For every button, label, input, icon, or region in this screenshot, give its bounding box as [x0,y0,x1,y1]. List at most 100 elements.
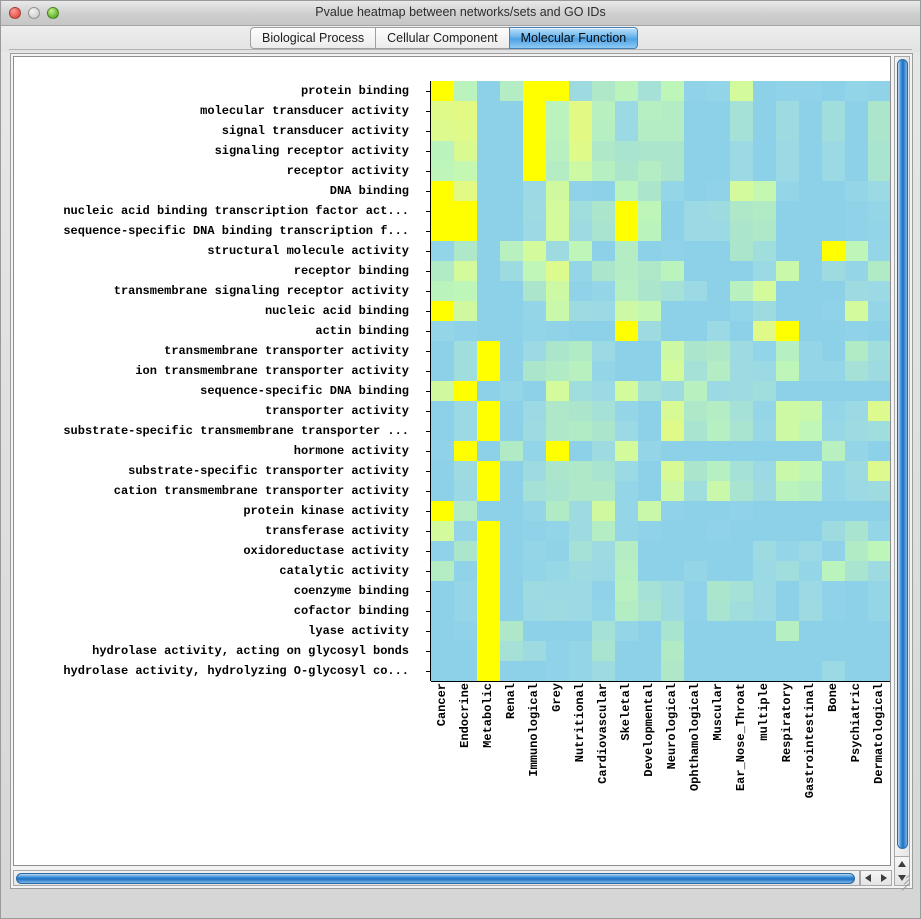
heatmap-cell[interactable] [684,261,707,281]
heatmap-cell[interactable] [868,141,890,161]
heatmap-cell[interactable] [684,401,707,421]
heatmap-cell[interactable] [569,521,592,541]
heatmap-cell[interactable] [569,581,592,601]
heatmap-cell[interactable] [592,421,615,441]
heatmap-cell[interactable] [753,201,776,221]
heatmap-cell[interactable] [707,81,730,101]
heatmap-cell[interactable] [845,501,868,521]
heatmap-cell[interactable] [500,141,523,161]
heatmap-cell[interactable] [753,341,776,361]
heatmap-cell[interactable] [707,121,730,141]
heatmap-cell[interactable] [569,401,592,421]
heatmap-cell[interactable] [638,661,661,681]
heatmap-cell[interactable] [707,161,730,181]
heatmap-cell[interactable] [569,281,592,301]
heatmap-cell[interactable] [753,441,776,461]
heatmap-cell[interactable] [845,301,868,321]
heatmap-cell[interactable] [592,201,615,221]
heatmap-cell[interactable] [546,161,569,181]
heatmap-cell[interactable] [500,401,523,421]
heatmap-cell[interactable] [500,641,523,661]
heatmap-cell[interactable] [868,361,890,381]
heatmap-cell[interactable] [730,661,753,681]
heatmap-cell[interactable] [454,141,477,161]
heatmap-cell[interactable] [661,261,684,281]
heatmap-cell[interactable] [546,201,569,221]
heatmap-cell[interactable] [500,121,523,141]
heatmap-cell[interactable] [845,181,868,201]
heatmap-cell[interactable] [431,301,454,321]
heatmap-cell[interactable] [615,281,638,301]
heatmap-cell[interactable] [569,381,592,401]
heatmap-cell[interactable] [730,561,753,581]
heatmap-cell[interactable] [477,621,500,641]
heatmap-cell[interactable] [477,321,500,341]
heatmap-cell[interactable] [477,561,500,581]
heatmap-cell[interactable] [431,481,454,501]
heatmap-cell[interactable] [638,481,661,501]
heatmap-cell[interactable] [845,281,868,301]
heatmap-cell[interactable] [730,81,753,101]
window-resize-grip[interactable] [896,872,911,891]
heatmap-cell[interactable] [684,461,707,481]
heatmap-cell[interactable] [454,341,477,361]
heatmap-cell[interactable] [454,401,477,421]
heatmap-cell[interactable] [845,401,868,421]
heatmap-cell[interactable] [730,501,753,521]
heatmap-cell[interactable] [753,141,776,161]
heatmap-cell[interactable] [638,421,661,441]
heatmap-cell[interactable] [661,181,684,201]
heatmap-cell[interactable] [868,441,890,461]
heatmap-cell[interactable] [638,241,661,261]
heatmap-cell[interactable] [454,541,477,561]
heatmap-cell[interactable] [454,281,477,301]
heatmap-cell[interactable] [730,581,753,601]
heatmap-cell[interactable] [592,281,615,301]
heatmap-cell[interactable] [523,241,546,261]
heatmap-cell[interactable] [707,521,730,541]
heatmap-cell[interactable] [454,461,477,481]
heatmap-cell[interactable] [799,501,822,521]
heatmap-cell[interactable] [753,261,776,281]
heatmap-cell[interactable] [477,161,500,181]
heatmap-cell[interactable] [799,601,822,621]
heatmap-cell[interactable] [592,261,615,281]
heatmap-cell[interactable] [523,321,546,341]
heatmap-cell[interactable] [615,401,638,421]
heatmap-cell[interactable] [546,121,569,141]
heatmap-cell[interactable] [776,441,799,461]
heatmap-cell[interactable] [569,461,592,481]
heatmap-cell[interactable] [707,181,730,201]
heatmap-cell[interactable] [707,301,730,321]
heatmap-cell[interactable] [500,381,523,401]
heatmap-cell[interactable] [776,201,799,221]
heatmap-cell[interactable] [592,81,615,101]
heatmap-cell[interactable] [615,261,638,281]
heatmap-cell[interactable] [822,201,845,221]
heatmap-cell[interactable] [822,181,845,201]
horizontal-scroll-buttons[interactable] [860,870,892,886]
heatmap-cell[interactable] [569,341,592,361]
heatmap-cell[interactable] [799,421,822,441]
heatmap-cell[interactable] [477,341,500,361]
heatmap-cell[interactable] [546,321,569,341]
heatmap-cell[interactable] [592,381,615,401]
heatmap-cell[interactable] [500,281,523,301]
heatmap-cell[interactable] [661,161,684,181]
heatmap-cell[interactable] [684,381,707,401]
heatmap-cell[interactable] [799,401,822,421]
heatmap-cell[interactable] [776,121,799,141]
heatmap-cell[interactable] [822,141,845,161]
heatmap-cell[interactable] [569,621,592,641]
heatmap-cell[interactable] [868,161,890,181]
heatmap-cell[interactable] [730,181,753,201]
heatmap-cell[interactable] [523,461,546,481]
heatmap-cell[interactable] [615,441,638,461]
heatmap-cell[interactable] [431,461,454,481]
heatmap-cell[interactable] [661,501,684,521]
heatmap-cell[interactable] [684,501,707,521]
heatmap-cell[interactable] [661,221,684,241]
heatmap-cell[interactable] [822,401,845,421]
scroll-up-arrow-icon[interactable] [898,861,906,867]
heatmap-cell[interactable] [569,301,592,321]
